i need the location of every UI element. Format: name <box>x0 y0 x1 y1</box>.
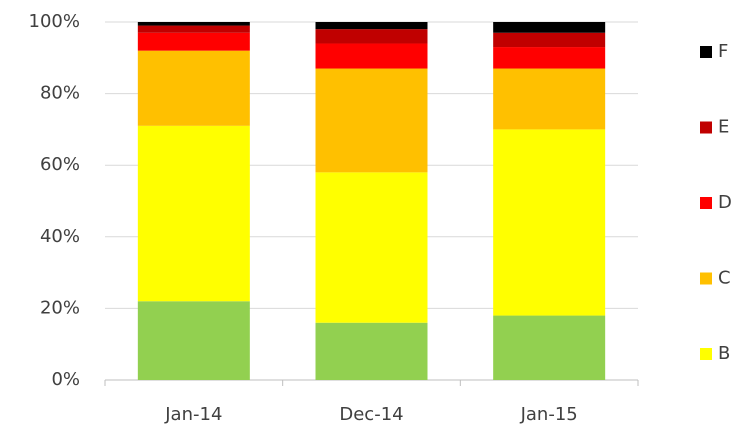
legend-label: C <box>718 268 731 289</box>
legend-label: D <box>718 192 732 213</box>
bar-segment <box>137 125 250 302</box>
bar-segment <box>493 32 606 48</box>
y-tick-label: 0% <box>51 369 80 390</box>
bar-segment <box>137 32 250 51</box>
legend-swatch <box>700 272 712 285</box>
legend-label: B <box>718 343 730 364</box>
y-tick-label: 80% <box>40 83 80 104</box>
bar-segment <box>493 68 606 130</box>
y-tick-label: 100% <box>29 11 80 32</box>
y-tick-label: 60% <box>40 154 80 175</box>
y-tick-label: 20% <box>40 297 80 318</box>
bar-segment <box>315 29 428 44</box>
bar-segment <box>315 22 428 30</box>
bar-segment <box>493 129 606 316</box>
bar-segment <box>137 22 250 26</box>
legend-label: F <box>718 41 728 62</box>
bar-segment <box>137 25 250 33</box>
x-tick-label: Jan-15 <box>520 404 578 425</box>
bar-segment <box>315 172 428 323</box>
bar-segment <box>315 322 428 380</box>
legend-swatch <box>700 46 712 58</box>
legend-label: E <box>718 117 729 138</box>
x-tick-label: Jan-14 <box>164 404 222 425</box>
bar-segment <box>493 315 606 380</box>
bar-segment <box>137 50 250 126</box>
y-tick-label: 40% <box>40 226 80 247</box>
x-tick-label: Dec-14 <box>339 404 403 425</box>
legend-swatch <box>700 121 712 134</box>
bar-segment <box>315 43 428 69</box>
bar-segment <box>315 68 428 173</box>
bar-segment <box>493 47 606 69</box>
bar-segment <box>137 301 250 380</box>
legend-swatch <box>700 197 712 209</box>
bar-segment <box>493 22 606 33</box>
legend-swatch <box>700 348 712 360</box>
